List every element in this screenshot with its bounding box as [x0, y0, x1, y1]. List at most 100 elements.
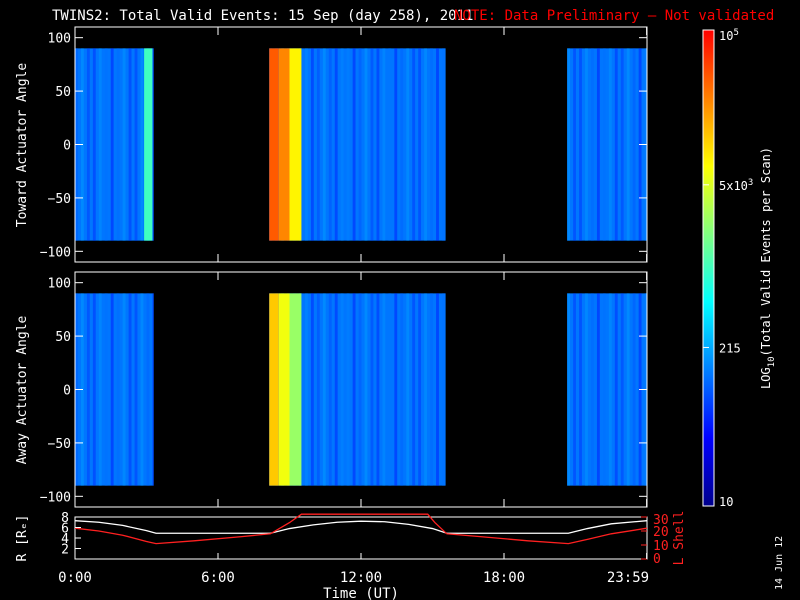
heatmap-column: [304, 48, 308, 241]
time-tick-label: 0:00: [58, 570, 92, 586]
heatmap-column: [590, 293, 594, 486]
orbit-panel-frame: [74, 516, 648, 560]
heatmap-column: [316, 293, 320, 486]
y-tick-label: 100: [48, 277, 71, 292]
colorbar-label: LOG10(Total Valid Events per Scan): [759, 147, 777, 389]
colorbar-gradient: [702, 29, 715, 507]
time-tick-label: 12:00: [340, 570, 382, 586]
toward-y-axis-label: Toward Actuator Angle: [15, 63, 30, 228]
time-tick-label: 6:00: [201, 570, 235, 586]
heatmap-column: [352, 48, 356, 241]
heatmap-column: [92, 293, 96, 486]
colorbar-tick-label: 215: [719, 341, 741, 355]
y-tick-label: 0: [63, 139, 71, 154]
radius-axis-label: R [Rₑ]: [15, 515, 30, 562]
heatmap-column: [322, 48, 326, 241]
heatmap-column: [352, 293, 356, 486]
plot-title: TWINS2: Total Valid Events: 15 Sep (day …: [52, 8, 473, 24]
orbit-lines: [75, 513, 647, 545]
heatmap-column: [614, 48, 618, 241]
away-x-ticks: [74, 272, 648, 507]
heatmap-column: [328, 48, 332, 241]
colorbar-label-log: LOG: [759, 367, 773, 389]
heatmap-column: [346, 293, 350, 486]
heatmap-column: [376, 293, 380, 486]
heatmap-column: [567, 293, 571, 486]
heatmap-column: [152, 293, 154, 486]
heatmap-column: [620, 48, 624, 241]
heatmap-column: [364, 48, 368, 241]
heatmap-column: [116, 48, 120, 241]
heatmap-column: [370, 48, 374, 241]
heatmap-column: [110, 48, 114, 241]
heatmap-column: [98, 48, 102, 241]
radius-tick-label: 8: [61, 511, 69, 526]
time-tick-label: 23:59: [607, 570, 649, 586]
heatmap-feature: [269, 293, 279, 486]
heatmap-column: [388, 293, 392, 486]
heatmap-column: [134, 293, 138, 486]
colorbar-tick-label: 5x103: [719, 178, 753, 193]
heatmap-column: [340, 293, 344, 486]
toward-heatmap-data: [75, 48, 647, 241]
lshell-axis-label: L Shell: [672, 511, 687, 566]
heatmap-column: [370, 293, 374, 486]
lshell-tick-label: 20: [653, 525, 669, 540]
radius-tick-label: 4: [61, 532, 69, 547]
date-stamp: 14 Jun 12: [774, 536, 785, 590]
heatmap-column: [104, 293, 108, 486]
heatmap-column: [602, 48, 606, 241]
heatmap-column: [590, 48, 594, 241]
toward-x-ticks: [74, 27, 648, 262]
heatmap-column: [573, 48, 576, 241]
heatmap-column: [346, 48, 350, 241]
heatmap-column: [376, 48, 380, 241]
y-tick-label: 100: [48, 32, 71, 47]
heatmap-column: [412, 48, 416, 241]
heatmap-column: [304, 293, 308, 486]
preliminary-note: NOTE: Data Preliminary – Not validated: [454, 8, 774, 24]
heatmap-column: [364, 293, 368, 486]
heatmap-column: [436, 48, 439, 241]
heatmap-column: [388, 48, 392, 241]
heatmap-column: [322, 293, 326, 486]
heatmap-column: [602, 293, 606, 486]
heatmap-feature: [269, 48, 279, 241]
heatmap-column: [632, 48, 636, 241]
heatmap-column: [567, 48, 571, 241]
lshell-tick-label: 10: [653, 539, 669, 554]
y-tick-label: −100: [40, 490, 71, 505]
heatmap-column: [140, 293, 144, 486]
heatmap-column: [596, 293, 600, 486]
heatmap-column: [430, 48, 433, 241]
heatmap-column: [334, 48, 338, 241]
heatmap-column: [608, 293, 612, 486]
away-y-axis-label: Away Actuator Angle: [15, 315, 30, 464]
time-axis-label: Time (UT): [323, 586, 399, 600]
heatmap-column: [626, 293, 630, 486]
heatmap-column: [152, 48, 154, 241]
heatmap-column: [122, 48, 126, 241]
lshell-line: [75, 513, 647, 545]
heatmap-column: [134, 48, 138, 241]
heatmap-column: [436, 293, 439, 486]
heatmap-column: [358, 48, 362, 241]
heatmap-column: [92, 48, 96, 241]
heatmap-column: [110, 293, 114, 486]
away-y-axis: 100 50 0 −50 −100: [40, 277, 647, 505]
heatmap-column: [334, 293, 338, 486]
radius-line: [75, 520, 647, 534]
heatmap-column: [400, 293, 404, 486]
lshell-tick-label: 30: [653, 513, 669, 528]
heatmap-column: [626, 48, 630, 241]
heatmap-feature: [289, 48, 302, 241]
away-actuator-panel: 100 50 0 −50 −100 Away Actuator Angle: [15, 271, 648, 508]
heatmap-column: [579, 48, 582, 241]
y-tick-label: −50: [48, 437, 71, 452]
heatmap-column: [418, 293, 422, 486]
heatmap-column: [86, 293, 90, 486]
heatmap-column: [585, 48, 588, 241]
heatmap-column: [310, 48, 314, 241]
